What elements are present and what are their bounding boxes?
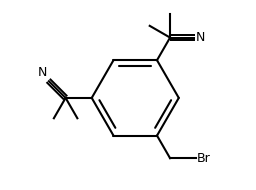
Text: N: N — [37, 66, 47, 79]
Text: Br: Br — [197, 152, 211, 165]
Text: N: N — [196, 31, 205, 44]
